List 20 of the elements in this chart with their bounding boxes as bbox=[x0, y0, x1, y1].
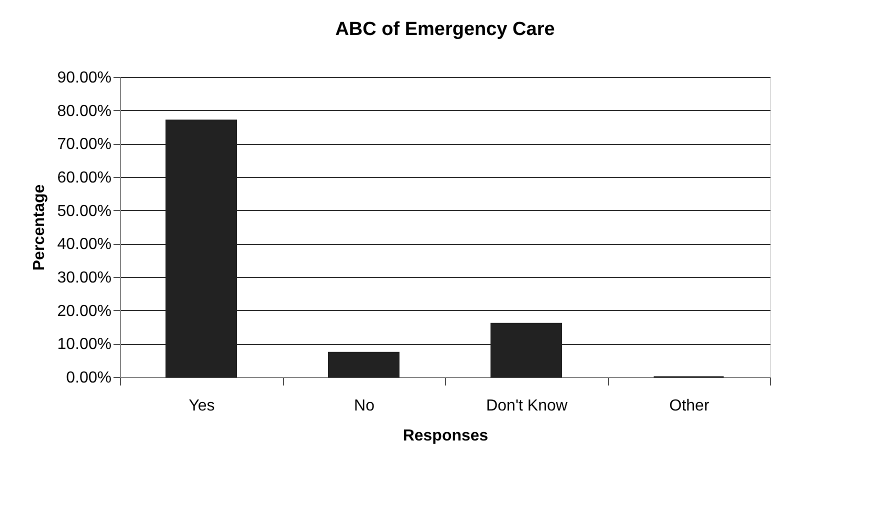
x-tick-label: Yes bbox=[188, 398, 215, 414]
y-tick-label: 90.00% bbox=[57, 70, 112, 86]
y-tick-label: 50.00% bbox=[57, 202, 112, 220]
y-tick-label: 60.00% bbox=[57, 170, 112, 186]
y-tick-label: 40.00% bbox=[57, 236, 112, 254]
y-tick-label: 10.00% bbox=[57, 336, 112, 354]
x-tick-label: No bbox=[354, 398, 375, 414]
bar bbox=[490, 322, 562, 378]
x-axis-title: Responses bbox=[402, 428, 488, 444]
y-tick-label: 20.00% bbox=[57, 302, 112, 320]
y-tick-label: 30.00% bbox=[57, 270, 112, 286]
bar bbox=[166, 120, 237, 378]
x-tick-label: Don't Know bbox=[486, 398, 568, 414]
bar bbox=[328, 352, 400, 378]
y-tick-label: 70.00% bbox=[57, 136, 112, 154]
x-tick-label: Other bbox=[669, 398, 710, 414]
y-tick-label: 80.00% bbox=[57, 102, 112, 120]
y-axis-title: Percentage bbox=[31, 184, 48, 271]
y-tick-label: 0.00% bbox=[66, 370, 112, 386]
chart-title: ABC of Emergency Care bbox=[335, 19, 555, 40]
